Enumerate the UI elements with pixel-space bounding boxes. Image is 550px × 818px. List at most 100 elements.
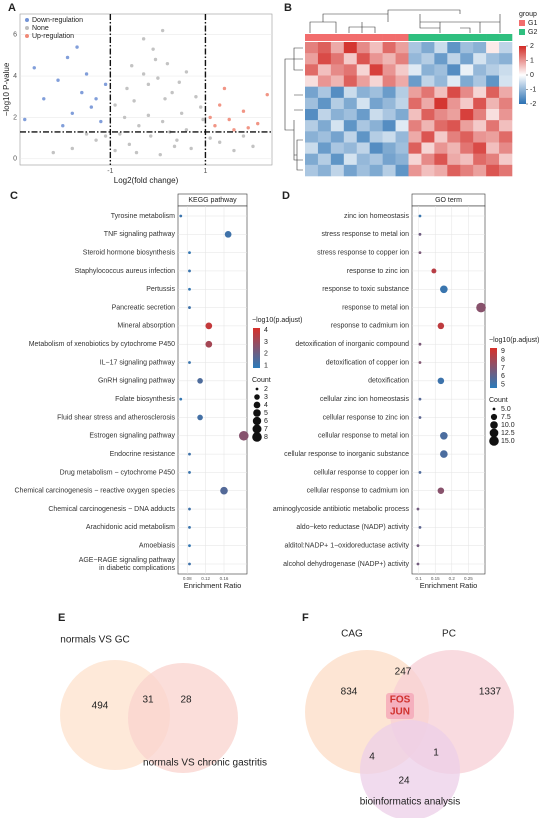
heatmap-cell: [460, 86, 474, 99]
x-axis-label: Log2(fold change): [114, 176, 179, 185]
heatmap-cell: [447, 64, 461, 76]
point: [80, 90, 84, 95]
heatmap-cell: [317, 64, 332, 76]
heatmap-cell: [382, 42, 396, 54]
heatmap-cell: [460, 64, 474, 76]
heatmap-cell: [486, 86, 500, 99]
point: [134, 150, 139, 155]
point: [151, 47, 155, 51]
dot: [418, 361, 422, 364]
color-tick-label: 8: [501, 357, 505, 364]
point: [217, 140, 222, 144]
heatmap-cell: [421, 97, 435, 110]
y-tick-label: aldo−keto reductase (NADP) activity: [296, 524, 409, 531]
heatmap-cell: [330, 86, 345, 99]
point: [94, 138, 98, 142]
point: [51, 150, 55, 155]
heatmap-cell: [317, 164, 332, 177]
heatmap-cell: [499, 86, 513, 99]
group-bar: [434, 34, 448, 41]
dot: [188, 287, 191, 291]
heatmap-cell: [343, 86, 358, 99]
y-tick-label: 0: [13, 156, 17, 163]
heatmap-cell: [305, 97, 319, 110]
heatmap-cell: [460, 53, 474, 65]
heatmap-cell: [343, 97, 358, 110]
heatmap-cell: [473, 131, 487, 143]
x-tick-label: 1: [203, 168, 207, 175]
region-count: 247: [395, 667, 412, 678]
panel-label: D: [282, 190, 290, 202]
heatmap-cell: [447, 164, 461, 177]
set-name: normals VS chronic gastritis: [143, 758, 267, 769]
heatmap-cell: [408, 97, 422, 110]
dot: [416, 562, 420, 566]
size-key-label: 3: [264, 394, 268, 401]
heatmap-cell: [382, 53, 396, 65]
x-axis-label: Enrichment Ratio: [184, 581, 242, 590]
gene-label: FOS: [390, 695, 411, 706]
point: [232, 128, 236, 132]
legend-label: G1: [528, 20, 537, 27]
heatmap-cell: [447, 131, 461, 143]
dot: [179, 214, 183, 218]
size-key: [490, 413, 498, 421]
heatmap-cell: [434, 42, 448, 54]
size-key: [253, 409, 261, 417]
color-tick-label: 2: [264, 351, 268, 358]
heatmap-cell: [486, 42, 500, 54]
heatmap-cell: [343, 120, 358, 132]
point: [141, 37, 146, 41]
heatmap-cell: [499, 164, 513, 177]
point: [179, 111, 184, 115]
heatmap-cell: [356, 164, 370, 177]
point: [165, 61, 170, 66]
group-bar: [317, 34, 332, 41]
heatmap-cell: [421, 131, 435, 143]
dot: [476, 302, 486, 313]
point: [132, 99, 136, 103]
size-key-label: 5.0: [501, 406, 511, 413]
y-tick-label: GnRH signaling pathway: [98, 378, 176, 385]
heatmap-cell: [343, 64, 358, 76]
heatmap-cell: [499, 97, 513, 110]
heatmap-cell: [343, 42, 358, 54]
dot: [416, 507, 420, 511]
heatmap-cell: [330, 53, 345, 65]
heatmap-cell: [421, 120, 435, 132]
legend-swatch: [25, 26, 29, 30]
group-bar: [343, 34, 358, 41]
size-legend-title: Count: [489, 397, 508, 404]
heatmap-cell: [369, 153, 383, 166]
point: [127, 142, 132, 147]
heatmap-cell: [421, 53, 435, 65]
heatmap-cell: [395, 97, 409, 110]
dot: [188, 507, 191, 511]
y-tick-label: Chemical carcinogenesis − DNA adducts: [48, 506, 175, 513]
dot: [418, 416, 422, 419]
point: [158, 152, 162, 157]
point: [65, 55, 70, 60]
heatmap-cell: [382, 131, 396, 143]
region-count: 31: [142, 695, 154, 706]
heatmap-cell: [330, 75, 345, 87]
point: [208, 136, 212, 140]
heatmap-cell: [382, 75, 396, 87]
heatmap-cell: [369, 164, 383, 177]
heatmap-cell: [499, 109, 513, 121]
y-axis-label: −log10 P-value: [2, 62, 11, 116]
y-tick-label: response to toxic substance: [322, 286, 409, 293]
point: [141, 72, 146, 76]
heatmap-cell: [317, 109, 332, 121]
x-axis-label: Enrichment Ratio: [420, 581, 478, 590]
region-count: 24: [398, 776, 410, 787]
heatmap-cell: [382, 153, 396, 166]
point: [246, 126, 250, 130]
point: [61, 123, 65, 128]
y-tick-label: zinc ion homeostasis: [344, 213, 409, 220]
heatmap-cell: [486, 142, 500, 154]
x-tick-label: 0.2: [449, 576, 456, 581]
x-tick-label: 0.08: [183, 576, 192, 581]
group-bar: [499, 34, 513, 41]
heatmap-cell: [369, 75, 383, 87]
